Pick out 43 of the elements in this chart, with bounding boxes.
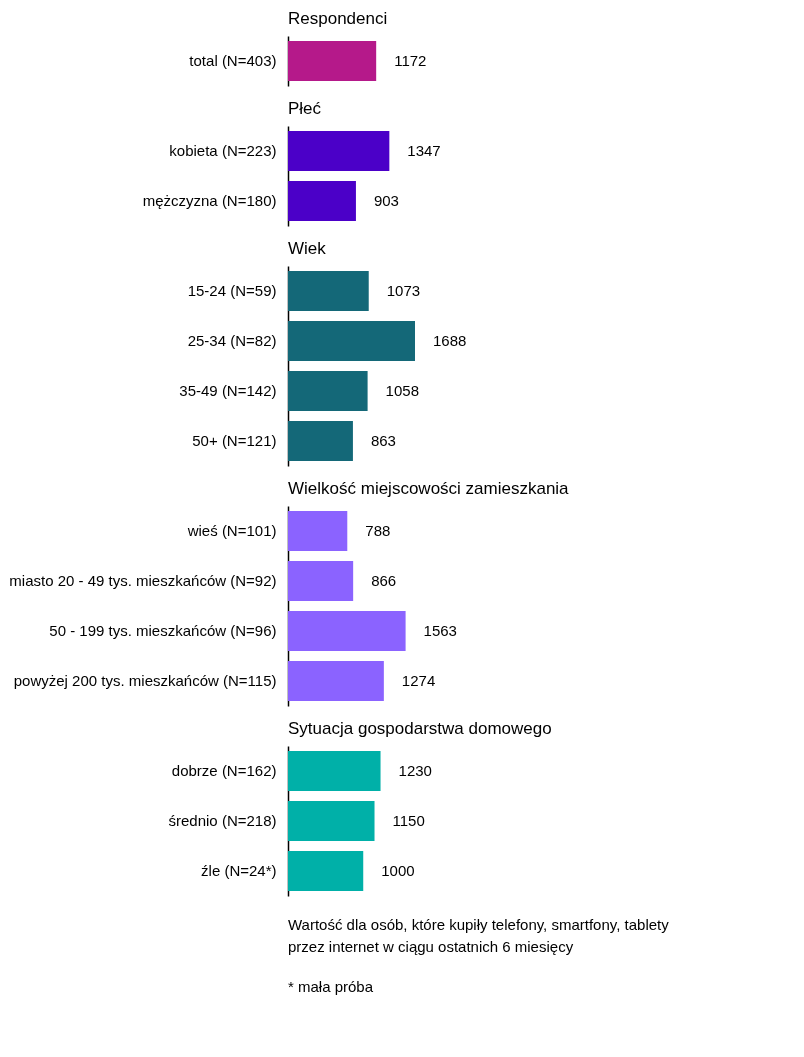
chart-title: Płeć (288, 99, 322, 118)
y-tick-label: total (N=403) (189, 52, 277, 69)
y-tick-label: miasto 20 - 49 tys. mieszkańców (N=92) (9, 572, 277, 589)
data-label: 1347 (407, 142, 441, 159)
data-label: 1150 (392, 812, 425, 829)
y-tick-label: wieś (N=101) (186, 522, 277, 539)
bar (288, 421, 353, 461)
data-label: 1058 (385, 382, 419, 399)
chart-title: Wielkość miejscowości zamieszkania (288, 479, 570, 498)
y-tick-label: 50+ (N=121) (192, 432, 277, 449)
y-tick-label: kobieta (N=223) (169, 142, 277, 159)
data-label: 1563 (423, 622, 457, 639)
data-label: 1274 (401, 672, 436, 689)
data-label: 1172 (394, 52, 427, 69)
data-label: 1688 (433, 332, 467, 349)
data-label: 1000 (381, 862, 415, 879)
bar (288, 561, 354, 601)
text: * mała próba (288, 978, 374, 995)
y-tick-label: 25-34 (N=82) (187, 332, 277, 349)
data-label: 866 (371, 572, 397, 589)
chart-title: Respondenci (288, 9, 388, 28)
text: Wartość dla osób, które kupiły telefony, smartfony, tablety przez internet w ciągu ostatnich 6 miesięcy (288, 916, 670, 955)
y-tick-label: 50 - 199 tys. mieszkańców (N=96) (49, 622, 277, 639)
bar (288, 321, 415, 361)
y-tick-label: powyżej 200 tys. mieszkańców (N=115) (13, 672, 277, 689)
bar (288, 511, 348, 551)
bar (288, 271, 369, 311)
text: Sytuacja gospodarstwa domowego (288, 719, 552, 738)
bar (288, 611, 406, 651)
y-tick-label: 15-24 (N=59) (187, 282, 277, 299)
bar (288, 371, 368, 411)
data-label: 1230 (398, 762, 432, 779)
y-tick-label: mężczyzna (N=180) (142, 192, 277, 209)
y-tick-label: 35-49 (N=142) (179, 382, 277, 399)
y-tick-label: średnio (N=218) (168, 812, 277, 829)
data-label: 1073 (386, 282, 421, 299)
data-label: 788 (365, 522, 391, 539)
chart-title: Wiek (288, 239, 327, 258)
data-label: 903 (373, 192, 399, 209)
data-label: 863 (370, 432, 396, 449)
y-tick-label: dobrze (N=162) (171, 762, 277, 779)
bar (288, 661, 384, 701)
y-tick-label: źle (N=24*) (201, 862, 277, 879)
